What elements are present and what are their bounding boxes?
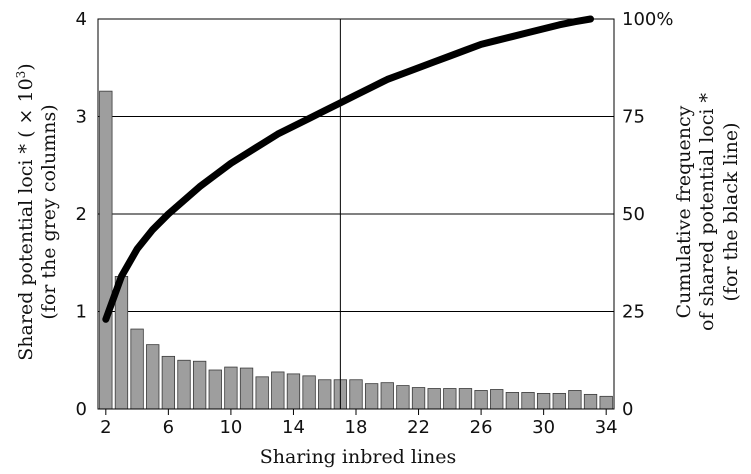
y-left-axis-ticks: 0 1 2 3 4: [76, 9, 87, 420]
x-tick-label: 14: [282, 417, 305, 438]
y-right-tick-label: 100%: [622, 9, 673, 30]
x-tick-label: 6: [163, 417, 174, 438]
bar: [271, 371, 285, 410]
bar-series: [99, 90, 613, 410]
x-tick-label: 26: [470, 417, 493, 438]
bar: [521, 392, 535, 410]
x-axis-ticks: 2 6 10 14 18 22 26 30 34: [100, 409, 618, 438]
bar: [286, 373, 301, 410]
x-tick-label: 30: [532, 417, 555, 438]
bar: [411, 387, 426, 410]
y-left-tick-label: 1: [76, 302, 87, 323]
bar: [177, 359, 191, 410]
grid-lines: [98, 18, 614, 410]
y-left-axis-subtitle: (for the grey columns): [38, 104, 60, 319]
y-right-tick-label: 50: [622, 204, 645, 225]
bar: [458, 388, 473, 410]
y-right-axis-title-line2: of shared potential loci *: [696, 93, 718, 332]
x-tick-label: 34: [595, 417, 618, 438]
y-right-axis-ticks: 0 25 50 75 100%: [622, 9, 673, 420]
x-axis-title: Sharing inbred lines: [260, 446, 457, 468]
y-left-tick-label: 4: [76, 9, 87, 30]
bar: [364, 383, 379, 410]
bar: [427, 388, 441, 410]
cumulative-line: [102, 15, 595, 323]
y-left-axis-title: Shared potential loci * ( × 103): [14, 63, 37, 360]
bar: [146, 344, 160, 410]
bar: [536, 392, 551, 410]
bar: [380, 382, 394, 410]
bar: [396, 385, 410, 410]
y-right-tick-label: 75: [622, 107, 645, 128]
bar: [192, 360, 207, 410]
x-tick-label: 18: [345, 417, 368, 438]
bar: [99, 90, 113, 410]
bar: [130, 328, 144, 410]
bar: [552, 392, 566, 410]
y-left-tick-label: 0: [76, 399, 87, 420]
bar: [255, 376, 269, 410]
y-right-tick-label: 25: [622, 302, 645, 323]
bar: [568, 390, 582, 410]
bar: [443, 388, 457, 410]
x-tick-label: 22: [407, 417, 430, 438]
bar: [349, 379, 363, 410]
y-right-axis-title-line3: (for the black line): [720, 123, 742, 302]
y-right-tick-label: 0: [622, 399, 633, 420]
bar: [224, 366, 238, 410]
bar: [599, 395, 613, 410]
x-tick-label: 10: [219, 417, 242, 438]
y-left-tick-label: 2: [76, 204, 87, 225]
x-tick-label: 2: [100, 417, 111, 438]
bar: [318, 379, 332, 410]
bar: [239, 367, 254, 410]
bar: [208, 369, 222, 410]
y-right-axis-title-line1: Cumulative frequency: [673, 105, 695, 318]
bar: [583, 393, 598, 410]
bar: [505, 392, 520, 410]
y-left-tick-label: 3: [76, 107, 87, 128]
bar: [490, 389, 504, 410]
bar: [474, 390, 488, 410]
bar: [161, 355, 176, 410]
bar: [302, 375, 316, 410]
